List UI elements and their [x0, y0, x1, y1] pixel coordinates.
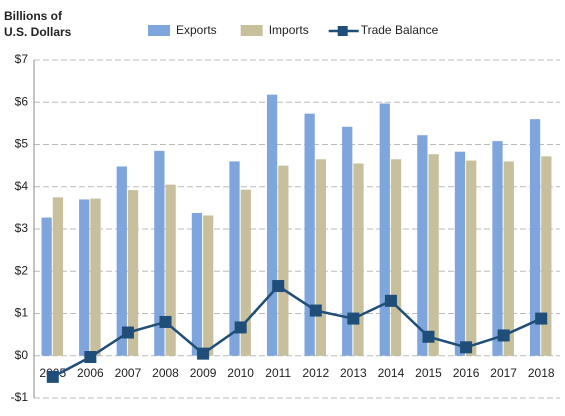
bar [342, 126, 353, 356]
bar [41, 217, 52, 356]
marker [84, 351, 97, 364]
marker [46, 370, 59, 383]
bar [529, 119, 541, 356]
marker [197, 347, 210, 360]
x-tick-label: 2017 [490, 366, 517, 380]
marker [422, 330, 435, 343]
marker [234, 321, 247, 334]
bar [203, 215, 214, 356]
marker [460, 341, 473, 354]
bar [191, 212, 203, 356]
x-tick-label: 2013 [340, 366, 367, 380]
bar [466, 160, 477, 356]
x-tick-label: 2011 [265, 366, 291, 380]
bar [116, 166, 127, 356]
x-tick-label: 2014 [378, 366, 405, 380]
x-tick-label: 2006 [77, 366, 104, 380]
bar [52, 197, 64, 356]
legend-swatch [148, 25, 170, 36]
x-tick-label: 2016 [453, 366, 480, 380]
legend-label: Imports [269, 23, 309, 37]
marker [159, 315, 172, 328]
x-tick-label: 2009 [190, 366, 217, 380]
bar [154, 150, 165, 356]
bar [315, 159, 327, 356]
y-axis-title: Billions of [4, 9, 63, 23]
x-tick-label: 2010 [227, 366, 254, 380]
x-tick-label: 2018 [528, 366, 555, 380]
y-axis-title: U.S. Dollars [4, 25, 72, 39]
bar [229, 161, 240, 356]
y-tick-label: $5 [15, 137, 29, 151]
marker [347, 312, 360, 325]
legend-swatch [337, 26, 348, 36]
x-tick-label: 2015 [415, 366, 442, 380]
bar [390, 159, 402, 356]
bar [90, 198, 101, 356]
marker [309, 304, 322, 317]
bar [127, 190, 139, 356]
marker [384, 294, 397, 307]
bar [353, 163, 364, 356]
x-tick-label: 2008 [152, 366, 179, 380]
bar [240, 189, 251, 356]
y-tick-label: -$1 [11, 390, 29, 404]
bar [503, 161, 514, 356]
y-tick-label: $6 [15, 94, 29, 108]
bar [278, 165, 289, 356]
bar [379, 103, 390, 356]
y-tick-label: $4 [15, 179, 29, 193]
legend-swatch [240, 25, 263, 36]
bar [165, 184, 176, 356]
bar [428, 154, 439, 356]
legend-label: Exports [176, 23, 217, 37]
x-tick-label: 2012 [302, 366, 329, 380]
y-tick-label: $2 [15, 263, 29, 277]
bar [541, 156, 552, 356]
y-tick-label: $3 [15, 221, 29, 235]
y-tick-label: $7 [15, 52, 29, 66]
bar [304, 113, 315, 356]
legend-label: Trade Balance [361, 23, 439, 37]
marker [272, 280, 285, 293]
bar [79, 199, 90, 356]
x-tick-label: 2007 [115, 366, 142, 380]
marker [121, 326, 134, 339]
y-tick-label: $1 [15, 306, 29, 320]
bar [266, 94, 278, 356]
line [52, 284, 542, 378]
bar [417, 135, 428, 356]
marker [535, 312, 548, 325]
y-tick-label: $0 [15, 348, 29, 362]
bar [492, 141, 503, 356]
marker [497, 329, 510, 342]
bar [454, 151, 466, 356]
